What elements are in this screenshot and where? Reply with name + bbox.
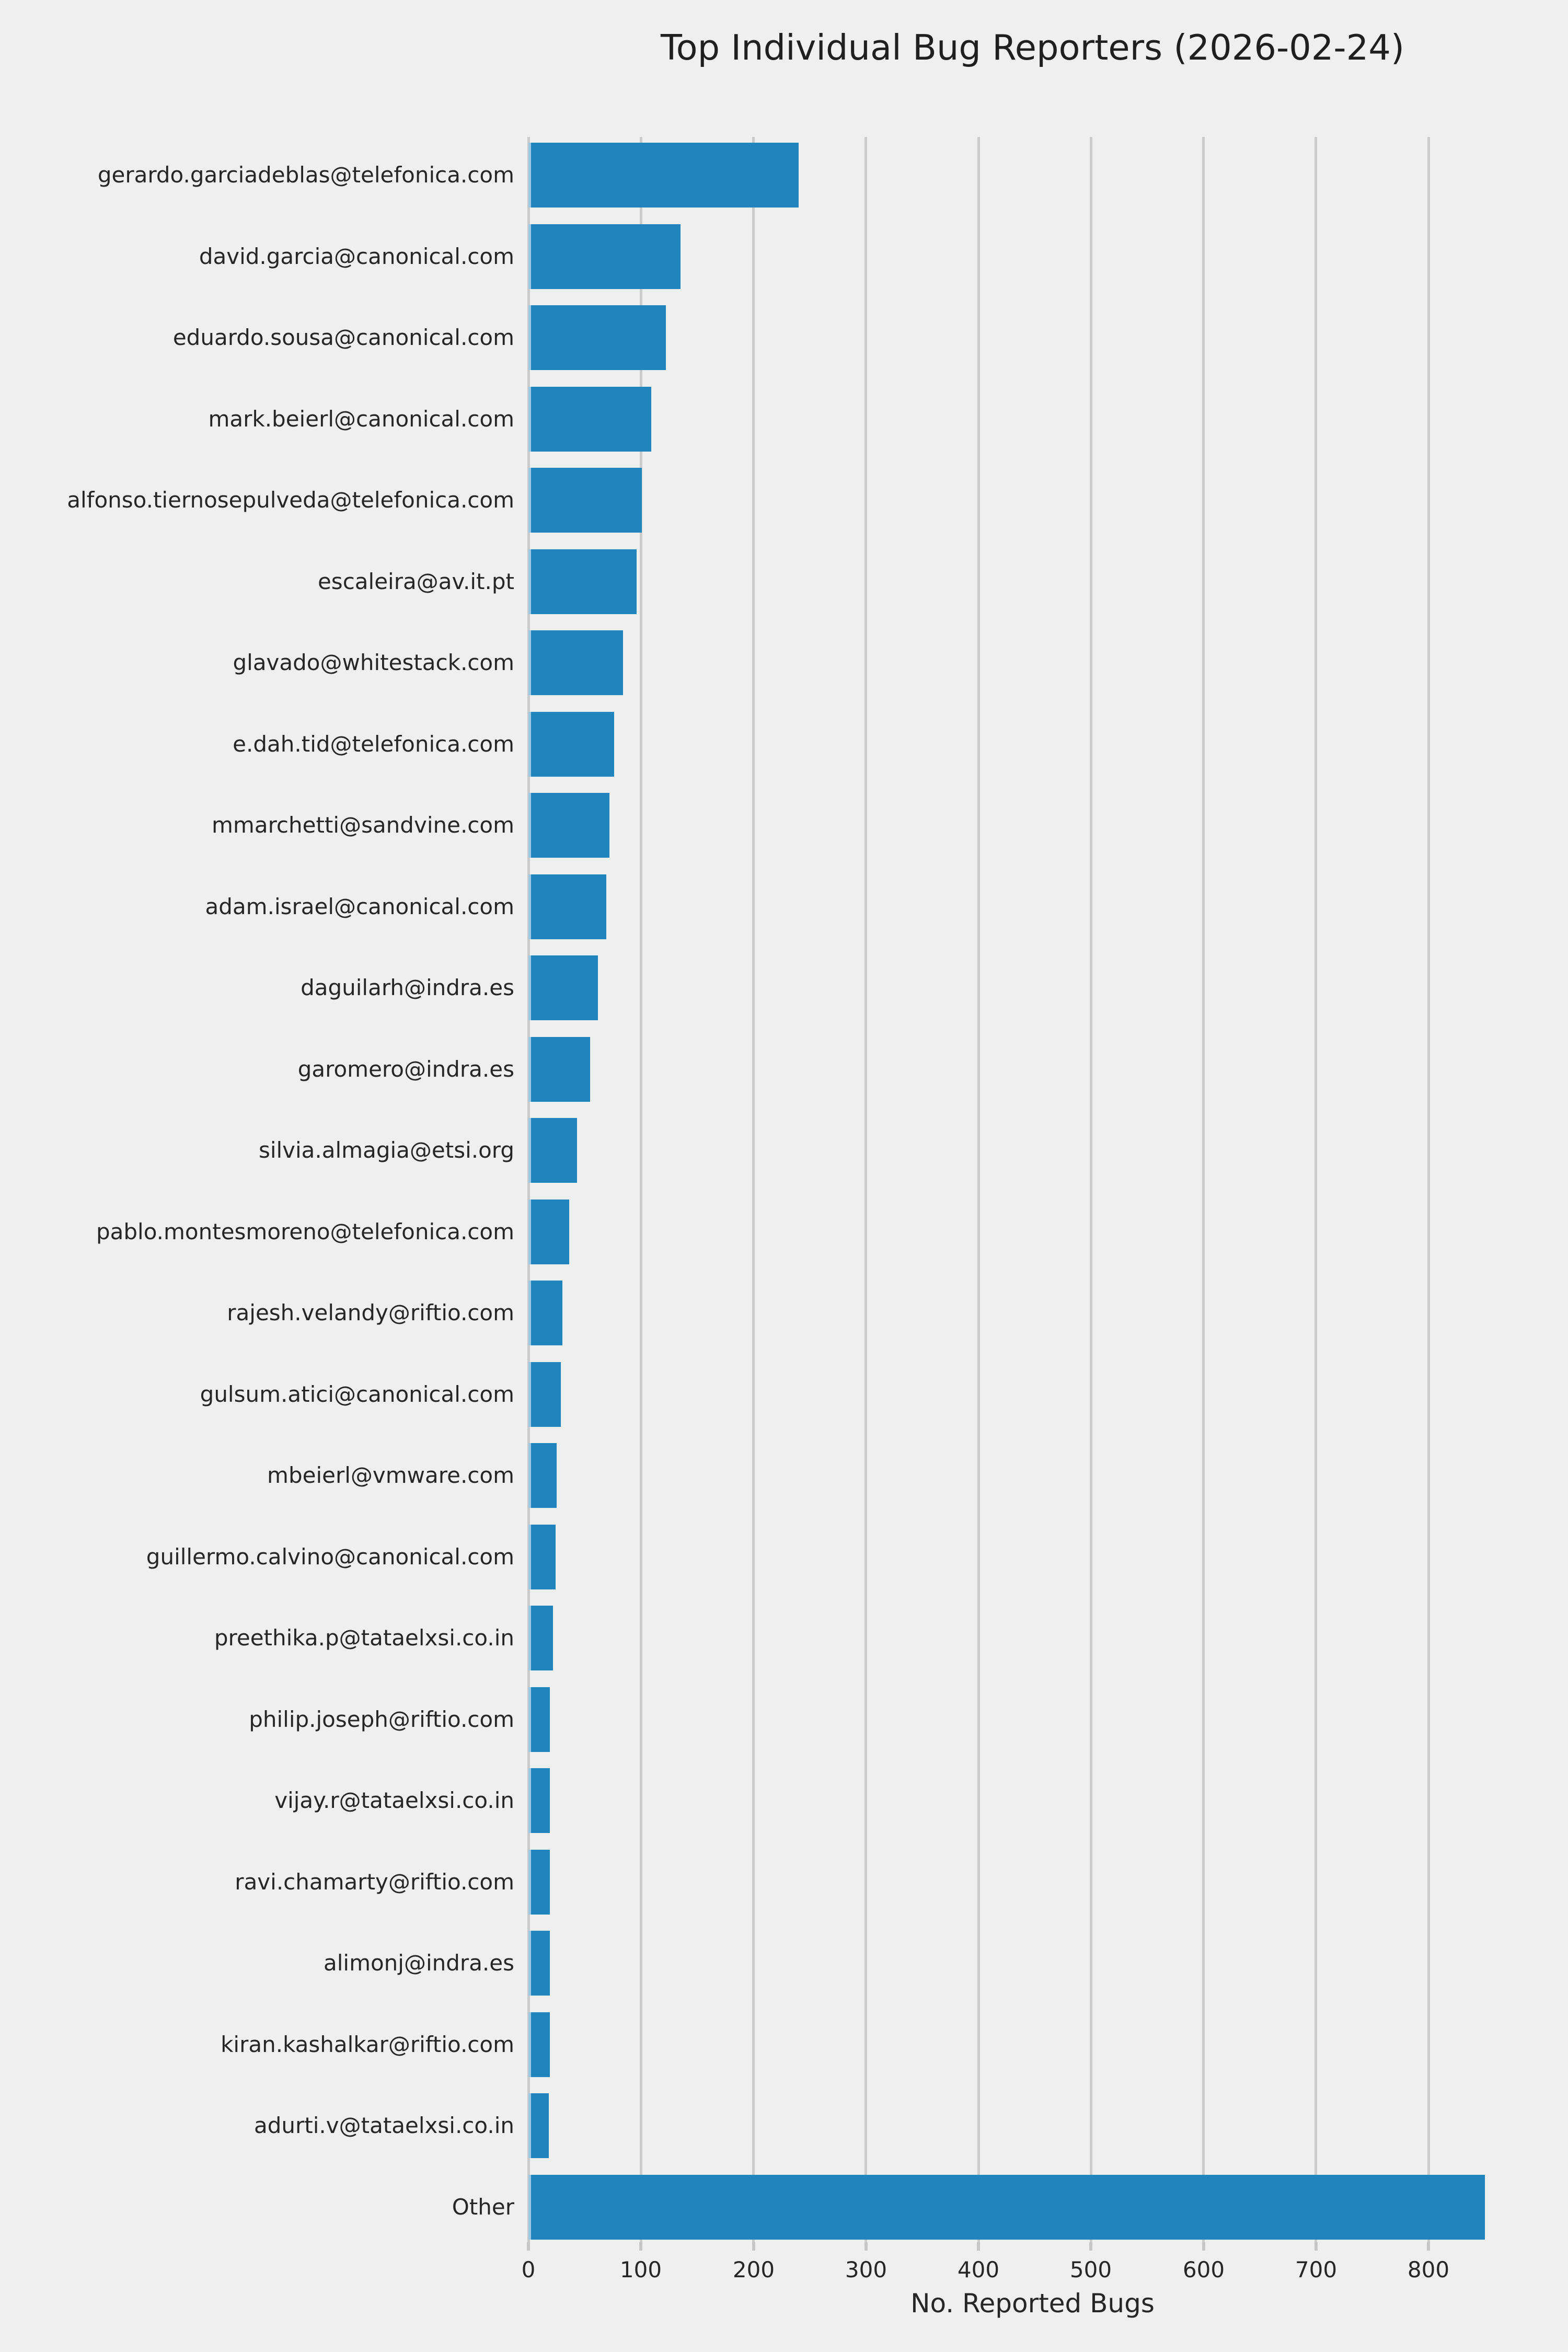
bar-silvia.almagia [528,1118,577,1183]
y-tick-label: ravi.chamarty@riftio.com [235,1869,514,1895]
x-tick-label: 800 [1407,2257,1450,2282]
y-tick-label: alfonso.tiernosepulveda@telefonica.com [67,487,514,513]
y-tick-label: glavado@whitestack.com [233,650,514,675]
bar-alfonso.tiernosepulveda [528,468,642,533]
x-tick-label: 700 [1295,2257,1338,2282]
bar-adam.israel [528,874,606,939]
bar-other [528,2175,1485,2240]
x-tick-label: 200 [732,2257,775,2282]
x-gridline-700 [1315,137,1317,2242]
x-tick-label: 0 [521,2257,536,2282]
y-tick-label: silvia.almagia@etsi.org [258,1137,514,1163]
bar-garomero [528,1037,590,1102]
y-tick-label: garomero@indra.es [297,1056,514,1082]
x-tick-label: 600 [1182,2257,1225,2282]
x-gridline-500 [1090,137,1092,2242]
x-gridline-100 [640,137,642,2242]
x-tick-mark-600 [1202,2242,1205,2251]
x-tick-mark-100 [639,2242,642,2251]
y-tick-label: Other [452,2194,514,2220]
x-tick-mark-0 [527,2242,530,2251]
x-tick-label: 500 [1069,2257,1112,2282]
y-tick-label: adurti.v@tataelxsi.co.in [254,2113,514,2138]
bar-mark.beierl [528,387,651,452]
y-tick-label: alimonj@indra.es [324,1950,514,1976]
bar-glavado [528,630,623,695]
y-tick-label: kiran.kashalkar@riftio.com [221,2032,514,2057]
y-tick-label: escaleira@av.it.pt [317,569,514,594]
chart-title: Top Individual Bug Reporters (2026-02-24… [661,27,1404,68]
bar-david.garcia [528,224,681,289]
y-tick-label: philip.joseph@riftio.com [249,1707,514,1732]
x-tick-label: 400 [957,2257,1000,2282]
x-tick-mark-400 [977,2242,980,2251]
y-tick-label: mbeierl@vmware.com [267,1462,514,1488]
y-tick-label: rajesh.velandy@riftio.com [227,1300,514,1325]
bar-adurti.v [528,2093,549,2158]
bar-mbeierl [528,1443,557,1508]
bar-pablo.montesmoreno [528,1200,569,1264]
y-tick-label: david.garcia@canonical.com [199,244,514,269]
x-gridline-300 [864,137,867,2242]
bar-rajesh.velandy [528,1281,562,1345]
x-axis-label: No. Reported Bugs [910,2288,1155,2319]
x-gridline-600 [1202,137,1205,2242]
y-tick-label: pablo.montesmoreno@telefonica.com [96,1219,514,1244]
bar-philip.joseph [528,1687,550,1752]
x-gridline-400 [977,137,980,2242]
bar-escaleira [528,549,637,614]
y-tick-label: vijay.r@tataelxsi.co.in [274,1788,514,1813]
x-tick-label: 100 [619,2257,662,2282]
y-tick-label: mmarchetti@sandvine.com [212,812,514,838]
bar-vijay.r [528,1768,550,1833]
x-tick-mark-800 [1427,2242,1430,2251]
y-tick-label: daguilarh@indra.es [301,975,514,1000]
bar-mmarchetti [528,793,609,858]
x-tick-label: 300 [845,2257,887,2282]
y-tick-label: eduardo.sousa@canonical.com [172,325,514,350]
bar-alimonj [528,1931,550,1996]
x-tick-mark-700 [1315,2242,1318,2251]
bar-kiran.kashalkar [528,2012,550,2077]
plot-area [527,137,1537,2242]
y-tick-label: mark.beierl@canonical.com [208,406,514,432]
y-tick-label: preethika.p@tataelxsi.co.in [214,1625,514,1651]
y-tick-label: gulsum.atici@canonical.com [200,1381,514,1407]
bar-preethika.p [528,1606,553,1670]
y-tick-label: guillermo.calvino@canonical.com [146,1544,514,1570]
y-tick-label: gerardo.garciadeblas@telefonica.com [97,162,514,188]
bar-gerardo.garciadeblas [528,143,799,207]
y-axis-category-labels: gerardo.garciadeblas@telefonica.com david… [0,137,514,2242]
bar-daguilarh [528,955,598,1020]
bar-eduardo.sousa [528,305,666,370]
y-tick-label: adam.israel@canonical.com [205,894,514,919]
x-tick-mark-300 [864,2242,868,2251]
bar-ravi.chamarty [528,1850,550,1915]
x-gridline-800 [1427,137,1430,2242]
bar-gulsum.atici [528,1362,561,1427]
x-gridline-200 [752,137,755,2242]
x-tick-mark-500 [1089,2242,1092,2251]
bar-guillermo.calvino [528,1525,556,1589]
x-tick-mark-200 [752,2242,755,2251]
y-tick-label: e.dah.tid@telefonica.com [233,731,514,757]
x-gridline-0 [527,137,530,2242]
bar-e.dah.tid [528,712,614,777]
